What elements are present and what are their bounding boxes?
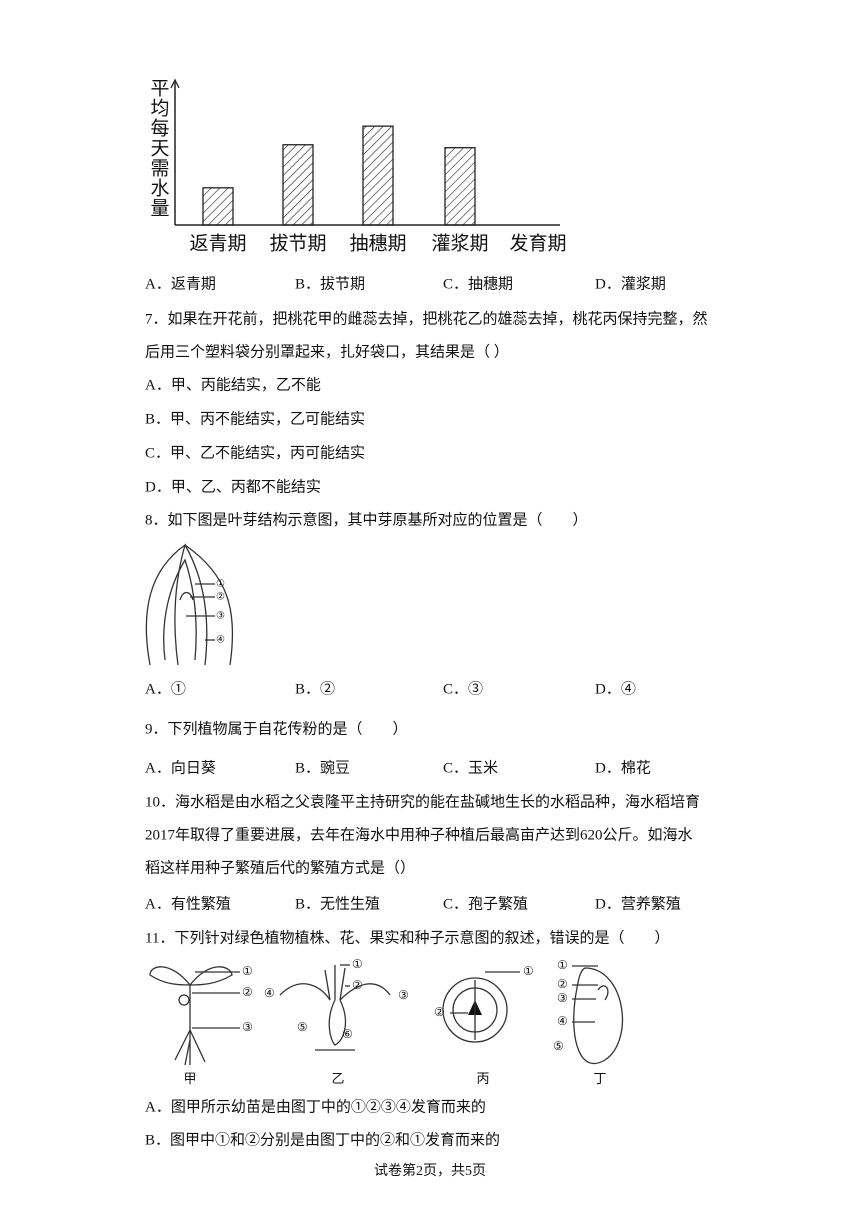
x-tick-label: 发育期 bbox=[509, 232, 566, 254]
figure-label: ② bbox=[557, 977, 568, 991]
figure-label: ① bbox=[352, 957, 363, 971]
question-stem: 后用三个塑料袋分别罩起来，扎好袋口，其结果是（ ） bbox=[145, 343, 509, 360]
page-footer: 试卷第2页，共5页 bbox=[374, 1162, 486, 1179]
figure-label: ⑤ bbox=[553, 1039, 564, 1053]
bar bbox=[444, 147, 476, 226]
figure-label: ③ bbox=[557, 991, 568, 1005]
figure-label: ① bbox=[523, 964, 534, 978]
option: B．图甲中①和②分别是由图丁中的②和①发育而来的 bbox=[145, 1131, 500, 1148]
option: A．有性繁殖 bbox=[145, 895, 231, 912]
option: B．拔节期 bbox=[295, 275, 365, 292]
y-axis-label: 平均每天需水量 bbox=[148, 78, 170, 218]
question-stem: 2017年取得了重要进展，去年在海水中用种子种植后最高亩产达到620公斤。如海水 bbox=[145, 825, 693, 843]
figure-label: ① bbox=[557, 958, 568, 972]
y-axis-arrow bbox=[170, 78, 180, 89]
figure-label: ② bbox=[242, 985, 253, 999]
option: B．甲、丙不能结实，乙可能结实 bbox=[145, 410, 365, 427]
figure-label: ① bbox=[216, 578, 225, 589]
figure-caption: 丁 bbox=[593, 1071, 606, 1086]
figure-label: ④ bbox=[216, 634, 225, 645]
figure-label: ② bbox=[216, 591, 225, 602]
figure-label: ③ bbox=[398, 988, 409, 1002]
option: A．向日葵 bbox=[145, 759, 216, 776]
option: C．孢子繁殖 bbox=[443, 895, 528, 912]
leaf-bud-figure bbox=[145, 543, 234, 666]
option: D．灌浆期 bbox=[595, 274, 666, 292]
x-tick-label: 拔节期 bbox=[269, 232, 326, 254]
option: C．玉米 bbox=[443, 759, 498, 776]
figure-label: ④ bbox=[264, 986, 275, 1000]
figure-caption: 甲 bbox=[183, 1071, 196, 1086]
figure-label: ② bbox=[434, 1005, 445, 1019]
option: B．② bbox=[295, 680, 335, 697]
option: A．图甲所示幼苗是由图丁中的①②③④发育而来的 bbox=[145, 1098, 486, 1115]
option: A．甲、丙能结实，乙不能 bbox=[145, 376, 321, 393]
option: D．④ bbox=[595, 680, 636, 697]
bar bbox=[202, 187, 234, 226]
option: B．豌豆 bbox=[295, 759, 350, 776]
figure-label: ⑥ bbox=[342, 1027, 353, 1041]
question-stem: 9．下列植物属于自花传粉的是（ ） bbox=[145, 720, 408, 737]
question-stem: 8．如下图是叶芽结构示意图，其中芽原基所对应的位置是（ ） bbox=[145, 510, 588, 528]
x-tick-label: 灌浆期 bbox=[431, 232, 488, 254]
figure-label: ② bbox=[352, 978, 363, 992]
x-tick-label: 抽穗期 bbox=[349, 232, 406, 254]
option: D．营养繁殖 bbox=[595, 895, 681, 912]
bar bbox=[282, 144, 314, 226]
question-stem: 稻这样用种子繁殖后代的繁殖方式是（） bbox=[145, 859, 415, 876]
figure-caption: 丙 bbox=[476, 1071, 489, 1086]
figure-label: ③ bbox=[216, 610, 225, 621]
question-stem: 11．下列针对绿色植物植株、花、果实和种子示意图的叙述，错误的是（ ） bbox=[145, 928, 669, 946]
option: D．棉花 bbox=[595, 759, 651, 776]
question-stem: 10．海水稻是由水稻之父袁隆平主持研究的能在盐碱地生长的水稻品种，海水稻培育 bbox=[145, 793, 700, 810]
plant-figures bbox=[149, 964, 624, 1066]
option: D．甲、乙、丙都不能结实 bbox=[145, 478, 321, 495]
figure-label: ③ bbox=[242, 1020, 253, 1034]
figure-label: ① bbox=[242, 964, 253, 978]
bar bbox=[362, 125, 394, 226]
figure-caption: 乙 bbox=[331, 1071, 344, 1086]
option: C．抽穗期 bbox=[443, 275, 513, 292]
figure-label: ④ bbox=[557, 1014, 568, 1028]
option: A．① bbox=[145, 680, 186, 697]
question-stem: 7．如果在开花前，把桃花甲的雌蕊去掉，把桃花乙的雄蕊去掉，桃花丙保持完整，然 bbox=[145, 310, 708, 327]
option: C．③ bbox=[443, 680, 483, 697]
option: C．甲、乙不能结实，丙可能结实 bbox=[145, 444, 365, 461]
option: B．无性生殖 bbox=[295, 895, 380, 912]
figure-label: ⑤ bbox=[297, 1020, 308, 1034]
option: A．返青期 bbox=[145, 275, 216, 292]
x-tick-label: 返青期 bbox=[189, 232, 246, 254]
